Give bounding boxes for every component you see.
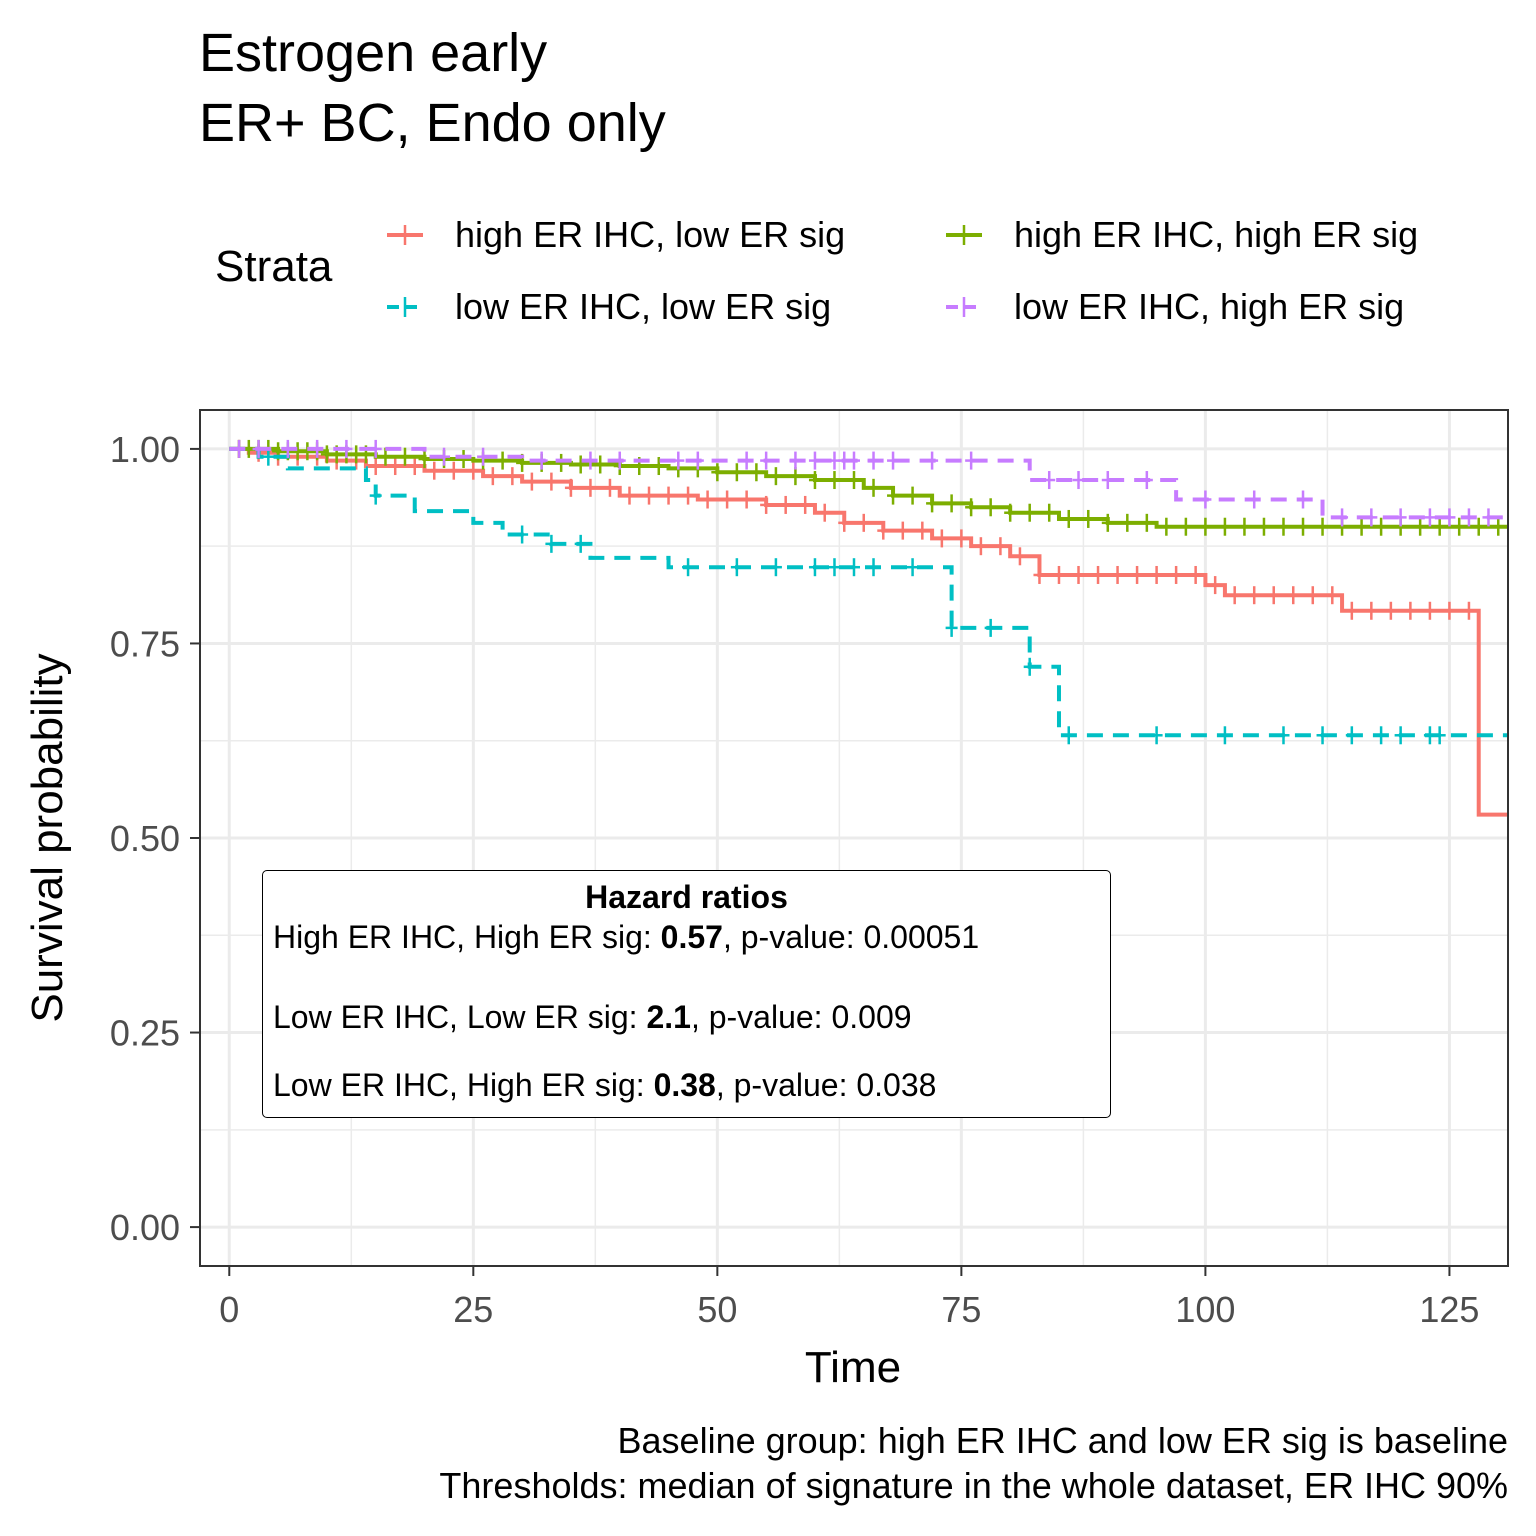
chart-title-line-2: ER+ BC, Endo only <box>199 93 666 153</box>
legend-key-low-ihc-low-sig <box>385 284 425 330</box>
hazard-ratio-box: Hazard ratios High ER IHC, High ER sig: … <box>262 870 1111 1118</box>
legend-key-high-ihc-low-sig <box>385 212 425 258</box>
series-group <box>229 446 1508 745</box>
x-tick-label: 125 <box>1419 1289 1479 1330</box>
hazard-ratio-value: 0.57 <box>660 919 723 955</box>
x-tick-label: 100 <box>1175 1289 1235 1330</box>
x-tick-label: 0 <box>219 1289 239 1330</box>
plot-series <box>229 439 1508 817</box>
x-tick-label: 50 <box>697 1289 737 1330</box>
hazard-ratio-value: 0.38 <box>653 1067 716 1103</box>
hazard-ratio-group: Low ER IHC, High ER sig: <box>273 1067 654 1103</box>
hazard-ratio-row: Low ER IHC, High ER sig: 0.38, p-value: … <box>273 1067 936 1104</box>
hazard-ratio-group: Low ER IHC, Low ER sig: <box>273 999 647 1035</box>
plot-grid <box>200 410 1508 1266</box>
y-axis-label: Survival probability <box>23 653 72 1023</box>
plot-axes: 0 25 50 75 100 125 0.00 0.25 0.50 0.75 1.00 <box>110 429 1480 1330</box>
legend-key-low-ihc-high-sig <box>944 284 984 330</box>
series-group <box>229 439 1508 536</box>
x-tick-label: 75 <box>941 1289 981 1330</box>
survival-curve <box>229 446 1508 738</box>
legend-label: low ER IHC, high ER sig <box>1014 286 1405 327</box>
y-tick-label: 0.00 <box>110 1207 180 1248</box>
hazard-ratio-row: High ER IHC, High ER sig: 0.57, p-value:… <box>273 919 979 956</box>
legend-label: high ER IHC, high ER sig <box>1014 214 1419 255</box>
chart-title-line-1: Estrogen early <box>199 23 548 83</box>
x-tick-label: 25 <box>453 1289 493 1330</box>
x-axis-label: Time <box>804 1343 902 1392</box>
y-tick-label: 0.25 <box>110 1013 180 1054</box>
y-tick-label: 0.50 <box>110 818 180 859</box>
legend-title: Strata <box>215 242 333 291</box>
y-tick-label: 1.00 <box>110 429 180 470</box>
hazard-ratio-pvalue: , p-value: 0.038 <box>715 1067 937 1103</box>
series-group <box>229 439 1508 817</box>
survival-curve <box>229 446 1508 817</box>
hazard-ratio-group: High ER IHC, High ER sig: <box>273 919 661 955</box>
caption-line-2: Thresholds: median of signature in the w… <box>439 1465 1508 1506</box>
series-group <box>229 439 1508 527</box>
legend-key-high-ihc-high-sig <box>944 212 984 258</box>
hazard-ratio-title: Hazard ratios <box>585 879 788 915</box>
hazard-ratio-value: 2.1 <box>646 999 691 1035</box>
caption-line-1: Baseline group: high ER IHC and low ER s… <box>617 1420 1508 1461</box>
y-tick-label: 0.75 <box>110 623 180 664</box>
hazard-ratio-row: Low ER IHC, Low ER sig: 2.1, p-value: 0.… <box>273 999 912 1036</box>
legend-label: low ER IHC, low ER sig <box>455 286 832 327</box>
legend-label: high ER IHC, low ER sig <box>455 214 846 255</box>
hazard-ratio-pvalue: , p-value: 0.00051 <box>722 919 980 955</box>
hazard-ratio-pvalue: , p-value: 0.009 <box>690 999 912 1035</box>
